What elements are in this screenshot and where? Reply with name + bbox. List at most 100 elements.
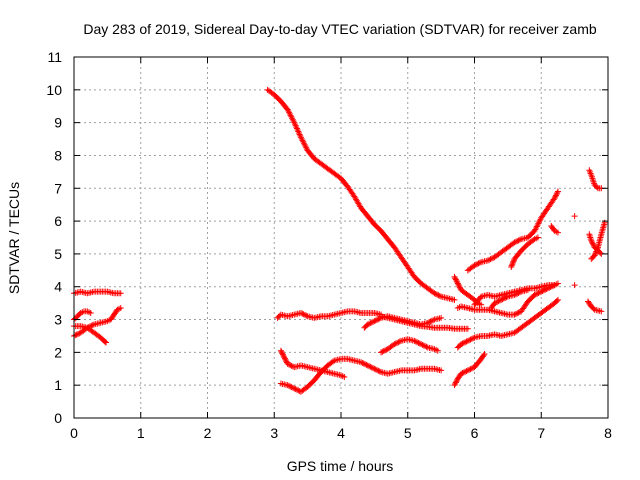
data-point bbox=[368, 364, 375, 371]
data-point bbox=[591, 252, 598, 259]
data-point bbox=[514, 290, 521, 297]
data-point bbox=[590, 241, 597, 248]
data-point bbox=[475, 260, 482, 267]
data-point bbox=[452, 275, 459, 282]
x-tick-label: 5 bbox=[404, 425, 412, 441]
data-point bbox=[480, 352, 487, 359]
data-point bbox=[456, 284, 463, 291]
data-point bbox=[420, 342, 427, 349]
x-tick-label: 2 bbox=[204, 425, 212, 441]
data-point bbox=[471, 262, 478, 269]
data-point bbox=[358, 359, 365, 366]
data-point bbox=[454, 279, 461, 286]
series-arc-03 bbox=[71, 323, 110, 346]
data-point bbox=[368, 319, 375, 326]
x-tick-labels: 0 1 2 3 4 5 6 7 8 bbox=[70, 425, 612, 441]
data-point bbox=[494, 298, 501, 305]
data-point bbox=[552, 193, 559, 200]
data-point bbox=[432, 290, 439, 297]
data-point bbox=[451, 382, 458, 389]
data-point bbox=[372, 317, 379, 324]
data-point bbox=[364, 321, 371, 328]
data-point bbox=[598, 308, 605, 315]
data-point bbox=[540, 287, 547, 294]
data-point bbox=[288, 362, 295, 369]
data-point bbox=[531, 291, 538, 298]
series-arc-08 bbox=[378, 313, 471, 332]
data-point bbox=[416, 340, 423, 347]
data-point bbox=[84, 324, 91, 331]
series-arc-20 bbox=[548, 223, 561, 236]
data-point bbox=[451, 296, 458, 303]
data-point bbox=[464, 367, 471, 374]
data-point bbox=[88, 322, 95, 329]
y-axis-label: SDTVAR / TECUs bbox=[6, 182, 22, 294]
data-point bbox=[459, 370, 466, 377]
data-point bbox=[496, 297, 503, 304]
series-arc-11 bbox=[378, 336, 441, 356]
data-point bbox=[509, 261, 516, 268]
data-point bbox=[281, 355, 288, 362]
axis-ticks bbox=[73, 56, 609, 419]
data-point bbox=[588, 237, 595, 244]
data-point bbox=[374, 316, 381, 323]
data-point bbox=[593, 184, 600, 191]
data-point bbox=[468, 335, 475, 342]
data-point bbox=[571, 213, 578, 220]
data-point bbox=[299, 137, 306, 144]
data-point bbox=[287, 383, 294, 390]
data-point bbox=[468, 365, 475, 372]
data-point bbox=[329, 358, 336, 365]
series-arc-16 bbox=[464, 188, 561, 274]
data-point bbox=[532, 291, 539, 298]
data-point bbox=[285, 361, 292, 368]
data-point bbox=[117, 290, 124, 297]
data-point bbox=[536, 217, 543, 224]
y-tick-label: 0 bbox=[54, 410, 62, 426]
data-point bbox=[434, 347, 441, 354]
data-point bbox=[464, 325, 471, 332]
chart-title: Day 283 of 2019, Sidereal Day-to-day VTE… bbox=[83, 21, 596, 37]
series-arc-01 bbox=[71, 288, 124, 297]
data-point bbox=[374, 367, 381, 374]
data-point bbox=[412, 338, 419, 345]
data-point bbox=[515, 237, 522, 244]
y-tick-label: 3 bbox=[54, 312, 62, 328]
y-tick-label: 6 bbox=[54, 213, 62, 229]
data-point bbox=[464, 337, 471, 344]
data-point bbox=[280, 352, 287, 359]
data-point bbox=[296, 131, 303, 138]
data-point bbox=[294, 127, 301, 134]
data-point bbox=[284, 106, 291, 113]
data-point bbox=[289, 384, 296, 391]
data-point bbox=[370, 365, 377, 372]
data-point bbox=[286, 109, 293, 116]
data-point bbox=[289, 115, 296, 122]
data-point bbox=[495, 298, 502, 305]
series-arc-10 bbox=[277, 355, 445, 395]
data-point bbox=[515, 289, 522, 296]
data-point bbox=[371, 318, 378, 325]
data-point bbox=[588, 239, 595, 246]
data-point bbox=[415, 339, 422, 346]
data-point bbox=[533, 223, 540, 230]
data-point bbox=[554, 189, 561, 196]
data-point bbox=[375, 367, 382, 374]
data-point bbox=[593, 247, 600, 254]
data-point bbox=[284, 360, 291, 367]
data-point bbox=[291, 119, 298, 126]
data-point bbox=[395, 339, 402, 346]
data-point bbox=[462, 339, 469, 346]
series-arc-23 bbox=[586, 167, 605, 192]
x-tick-label: 6 bbox=[471, 425, 479, 441]
data-point bbox=[376, 368, 383, 375]
data-point bbox=[531, 227, 538, 234]
data-point bbox=[534, 222, 541, 229]
y-tick-labels: 0 1 2 3 4 5 6 7 8 9 10 11 bbox=[46, 49, 62, 426]
y-tick-label: 4 bbox=[54, 279, 62, 295]
data-point bbox=[460, 339, 467, 346]
data-point bbox=[554, 229, 561, 236]
data-point bbox=[536, 289, 543, 296]
data-point bbox=[293, 386, 300, 393]
data-point bbox=[284, 382, 291, 389]
